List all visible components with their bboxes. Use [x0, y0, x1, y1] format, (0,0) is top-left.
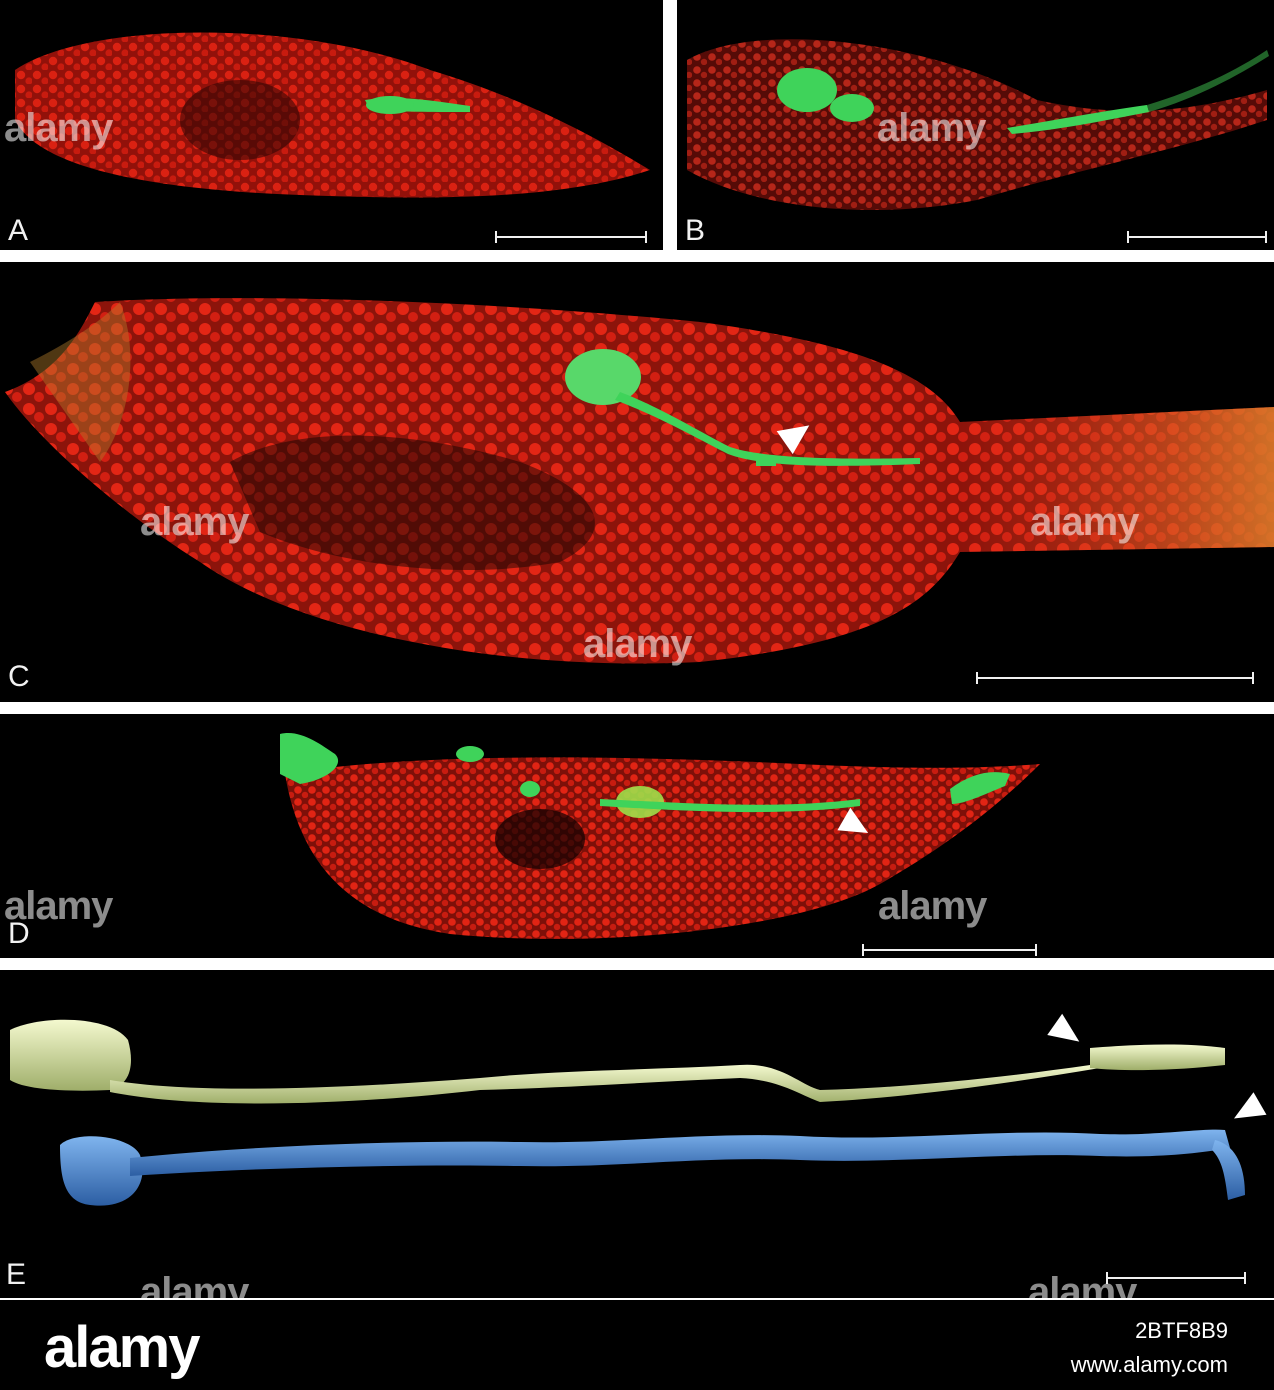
panel-e-image [10, 1019, 1245, 1206]
panel-a: A alamy [0, 0, 663, 250]
watermark-c1: alamy [140, 500, 249, 544]
panel-b: B alamy [677, 0, 1274, 250]
panel-d: D alamy alamy [0, 714, 1274, 958]
micrograph-figure: A alamy B alamy [0, 0, 1274, 1300]
watermark-d2: alamy [878, 884, 987, 928]
watermark-a: alamy [4, 106, 113, 150]
site-url: www.alamy.com [1070, 1352, 1228, 1377]
scale-bar-c [976, 672, 1254, 684]
scale-bar-e [1106, 1272, 1246, 1284]
panel-d-image [280, 733, 1040, 939]
scale-bar-b [1127, 231, 1267, 243]
panel-label-b: B [685, 214, 706, 247]
watermark-c2: alamy [1030, 500, 1139, 544]
watermark-c3: alamy [583, 622, 692, 666]
scale-bar-d [862, 944, 1037, 956]
scale-bar-a [495, 231, 647, 243]
stock-footer: alamy 2BTF8B9 www.alamy.com [0, 1300, 1274, 1390]
panel-label-e: E [6, 1258, 27, 1291]
image-id: 2BTF8B9 [1135, 1318, 1228, 1343]
panel-e: E alamy alamy [0, 970, 1274, 1298]
panel-c-image [5, 298, 1274, 664]
panel-label-d: D [8, 917, 30, 950]
watermark-e1: alamy [140, 1270, 249, 1298]
watermark-e2: alamy [1028, 1270, 1137, 1298]
panel-b-image [687, 39, 1269, 210]
watermark-b: alamy [877, 106, 986, 150]
watermark-d1: alamy [4, 884, 113, 928]
panel-a-image [15, 32, 650, 198]
alamy-logo: alamy [44, 1315, 200, 1380]
panel-c: C alamy alamy alamy [0, 262, 1274, 702]
panel-label-c: C [8, 660, 30, 693]
panel-label-a: A [8, 214, 29, 247]
